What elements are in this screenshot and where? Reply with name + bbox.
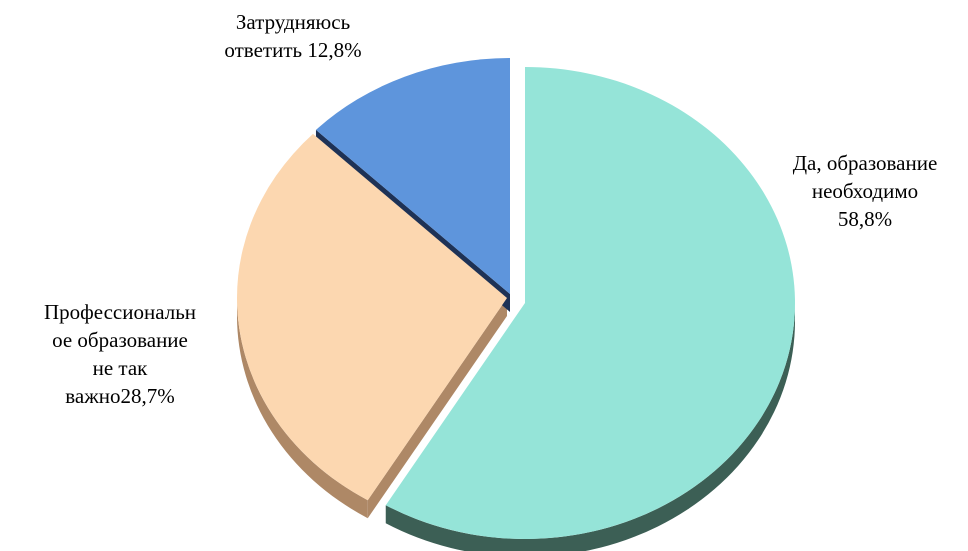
slice-yes-needed: [385, 67, 796, 539]
slice-not-important-side: [237, 298, 368, 519]
slice-label-hard-to-say: Затрудняюсь ответить 12,8%: [224, 10, 362, 62]
slice-hard-to-say: [315, 58, 510, 294]
slice-label-yes-needed: Да, образование необходимо 58,8%: [792, 151, 938, 231]
slice-not-important: [237, 133, 508, 501]
slice-label-not-important: Профессиональн ое образование не так важ…: [43, 300, 197, 408]
slice-yes-needed-side: [385, 303, 795, 551]
slice-not-important-edge: [367, 298, 507, 519]
pie-slices: [237, 58, 796, 539]
